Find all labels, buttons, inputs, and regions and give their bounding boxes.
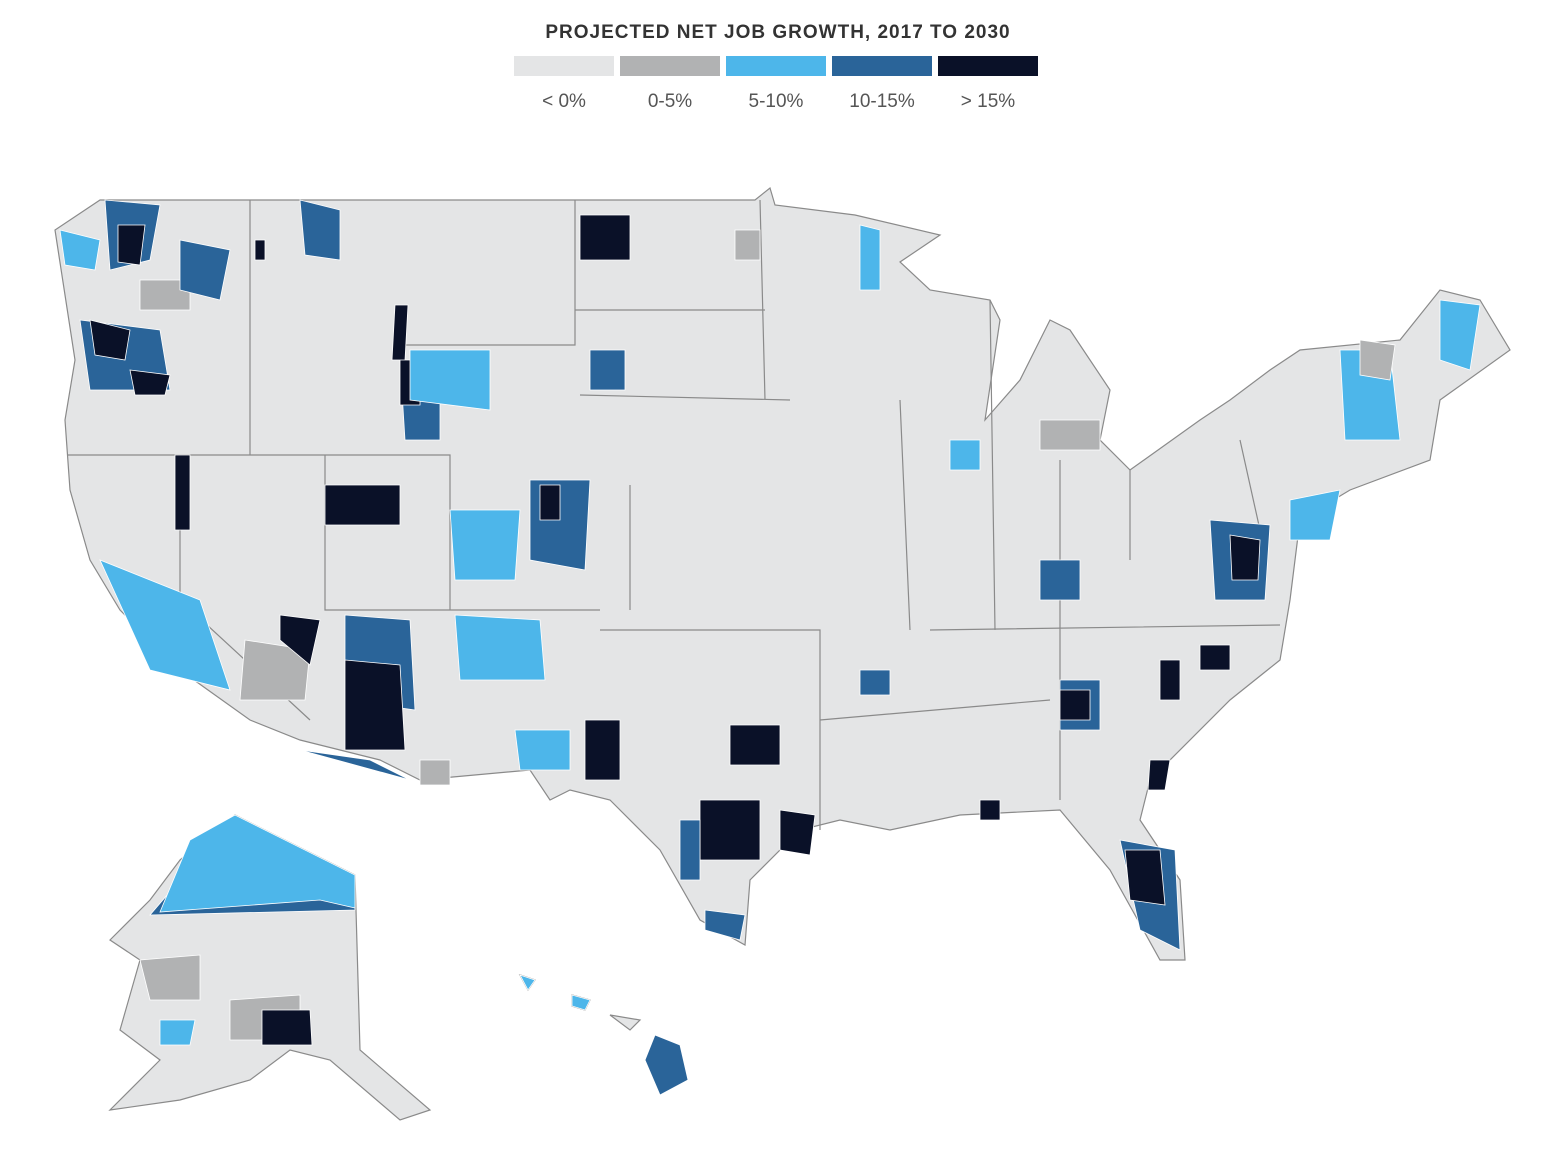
region	[299, 479, 591, 781]
map-title: PROJECTED NET JOB GROWTH, 2017 TO 2030	[545, 22, 1010, 43]
state-borders	[68, 199, 1281, 830]
us-map	[54, 186, 1511, 1121]
legend: < 0% 0-5% 5-10% 10-15% > 15%	[514, 56, 1038, 112]
legend-swatch	[620, 56, 720, 76]
region	[174, 214, 631, 666]
region	[159, 814, 356, 913]
region	[261, 1009, 313, 1046]
state-border	[68, 199, 1281, 830]
region	[979, 534, 1261, 906]
legend-swatch	[514, 56, 614, 76]
region	[454, 224, 881, 771]
legend-label: 0-5%	[648, 91, 692, 112]
region	[589, 349, 1081, 696]
region	[644, 1034, 689, 1096]
region	[584, 719, 816, 861]
legend-swatch	[938, 56, 1038, 76]
regions	[59, 199, 1481, 1096]
legend-label: 10-15%	[849, 91, 915, 112]
region	[679, 679, 1101, 941]
region	[159, 974, 591, 1046]
region	[59, 229, 101, 271]
legend-label: > 15%	[961, 91, 1016, 112]
legend-label: < 0%	[542, 91, 586, 112]
region	[949, 299, 1481, 541]
region	[734, 229, 1396, 451]
legend-label: 5-10%	[749, 91, 804, 112]
legend-swatch	[832, 56, 932, 76]
legend-swatch	[726, 56, 826, 76]
region	[117, 224, 146, 266]
region	[179, 199, 441, 441]
region	[99, 349, 521, 691]
region	[1059, 644, 1231, 721]
region	[89, 319, 171, 396]
